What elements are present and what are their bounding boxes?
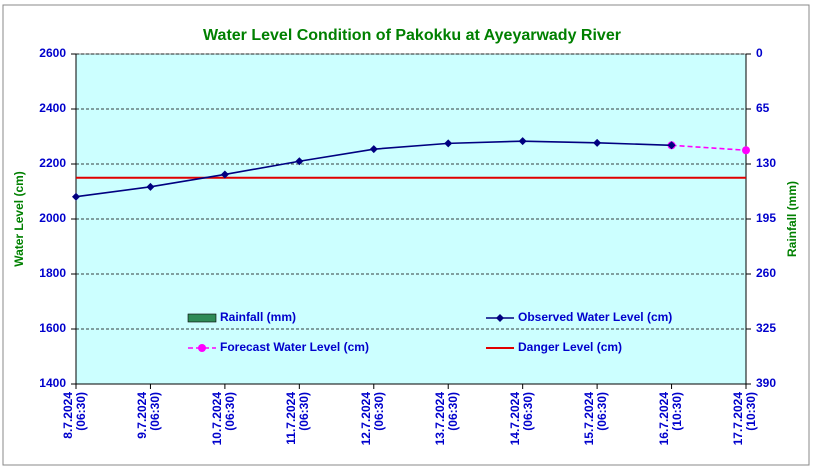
legend-label: Observed Water Level (cm) [518, 310, 672, 324]
y2-axis-label: Rainfall (mm) [785, 181, 799, 257]
x-tick-label: 14.7.2024 (06:30) [507, 392, 535, 446]
point [518, 137, 527, 146]
point [72, 192, 80, 201]
y-tick-label: 2000 [39, 211, 66, 225]
y2-tick-label: 65 [756, 101, 770, 115]
series-line [671, 144, 747, 152]
y-tick-label: 1600 [39, 321, 66, 335]
y-tick-label: 1800 [39, 266, 66, 280]
y-tick-label: 2200 [39, 156, 66, 170]
y2-tick-label: 390 [756, 376, 776, 390]
legend-label: Rainfall (mm) [220, 310, 296, 324]
legend-label: Danger Level (cm) [518, 340, 622, 354]
point [146, 182, 155, 191]
x-tick-label: 15.7.2024 (06:30) [582, 392, 610, 446]
legend-swatch [187, 313, 217, 323]
x-tick-label: 12.7.2024 (06:30) [358, 392, 386, 446]
y-tick-label: 2600 [39, 46, 66, 60]
point [593, 138, 602, 147]
y2-tick-label: 130 [756, 156, 776, 170]
y-axis-label: Water Level (cm) [12, 171, 26, 267]
x-tick-label: 11.7.2024 (06:30) [284, 392, 312, 445]
x-tick-label: 17.7.2024 (10:30) [731, 392, 758, 446]
y-tick-label: 2400 [39, 101, 66, 115]
x-tick-label: 10.7.2024 (06:30) [209, 392, 237, 446]
x-tick-label: 8.7.2024 (06:30) [61, 392, 88, 439]
chart-title: Water Level Condition of Pakokku at Ayey… [203, 27, 621, 44]
point [444, 139, 453, 148]
y-tick-label: 1400 [39, 376, 66, 390]
point [742, 146, 750, 155]
legend-marker [496, 314, 504, 322]
y2-tick-label: 325 [756, 321, 776, 335]
x-tick-label: 16.7.2024 (10:30) [656, 392, 684, 446]
x-tick-label: 13.7.2024 (06:30) [433, 392, 461, 446]
point [295, 157, 304, 166]
legend-marker [198, 344, 206, 352]
legend-label: Forecast Water Level (cm) [220, 340, 369, 354]
y2-tick-label: 260 [756, 266, 776, 280]
point [369, 145, 378, 154]
point [220, 170, 229, 179]
x-tick-label: 9.7.2024 (06:30) [135, 392, 163, 439]
y2-tick-label: 0 [756, 46, 763, 60]
y2-tick-label: 195 [756, 211, 776, 225]
point [667, 141, 676, 150]
